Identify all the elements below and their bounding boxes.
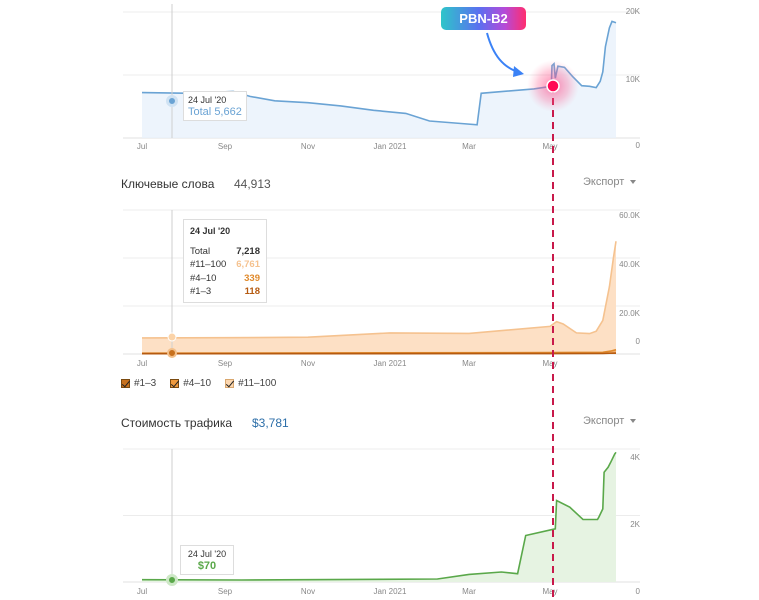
series-area xyxy=(142,241,616,354)
legend-label: #4–10 xyxy=(183,378,212,389)
y-tick-label: 4K xyxy=(630,453,640,462)
hover-marker xyxy=(166,574,178,586)
series-area xyxy=(142,21,616,138)
hover-marker xyxy=(166,95,178,107)
traffic-tooltip-value: 5,662 xyxy=(214,106,242,118)
x-tick-label: Sep xyxy=(218,359,233,368)
series-area xyxy=(142,452,616,582)
traffic-cost-title: Стоимость трафика xyxy=(121,416,233,430)
x-tick-label: Nov xyxy=(301,587,315,596)
y-tick-label: 0 xyxy=(636,337,641,346)
tooltip-row-value: 339 xyxy=(244,272,260,284)
keywords-title: Ключевые слова xyxy=(121,177,215,191)
y-tick-label: 20.0K xyxy=(619,309,641,318)
y-tick-label: 60.0K xyxy=(619,211,641,220)
traffic-tooltip: 24 Jul '20 Total 5,662 xyxy=(183,91,247,121)
tooltip-row-label: #1–3 xyxy=(190,286,212,297)
series-line[interactable] xyxy=(141,241,617,339)
pbn-badge: PBN-B2 xyxy=(441,7,526,30)
traffic-cost-export-button[interactable]: Экспорт xyxy=(583,415,637,427)
x-tick-label: Sep xyxy=(218,587,233,596)
y-tick-label: 0 xyxy=(636,141,641,150)
x-tick-label: Nov xyxy=(301,359,315,368)
keywords-tooltip-row: Total 7,218 xyxy=(190,245,260,259)
traffic-cost-tooltip-date: 24 Jul '20 xyxy=(187,549,227,559)
traffic-tooltip-date: 24 Jul '20 xyxy=(188,95,227,105)
series-line[interactable] xyxy=(141,348,617,355)
checkbox-checked-icon[interactable] xyxy=(170,379,180,388)
tooltip-row-value: 118 xyxy=(244,286,260,297)
chevron-down-icon xyxy=(630,180,637,185)
y-tick-label: 10K xyxy=(626,75,641,84)
y-tick-label: 0 xyxy=(636,587,641,596)
legend-item-11-100[interactable]: #11–100 xyxy=(225,378,276,389)
annotation-dot[interactable] xyxy=(546,79,560,93)
legend-label: #1–3 xyxy=(134,378,157,389)
keywords-export-label: Экспорт xyxy=(583,176,625,188)
legend-item-4-10[interactable]: #4–10 xyxy=(170,378,211,389)
keywords-legend: #1–3 #4–10 #11–100 xyxy=(121,378,276,389)
y-tick-label: 2K xyxy=(630,520,640,529)
x-tick-label: Jul xyxy=(137,587,147,596)
tooltip-row-label: #4–10 xyxy=(190,272,217,284)
x-tick-label: Jul xyxy=(137,142,147,151)
checkbox-checked-icon[interactable] xyxy=(121,379,130,388)
annotation-overlay xyxy=(486,32,579,600)
tooltip-row-value: 6,761 xyxy=(236,259,260,270)
traffic-cost-value: $3,781 xyxy=(252,416,289,430)
chevron-down-icon xyxy=(630,419,637,424)
keywords-export-button[interactable]: Экспорт xyxy=(583,176,637,188)
x-tick-label: Mar xyxy=(462,587,476,596)
tooltip-row-label: #11–100 xyxy=(190,259,227,270)
traffic-cost-tooltip-value: $70 xyxy=(197,560,217,572)
tooltip-row-value: 7,218 xyxy=(236,245,260,257)
traffic-tooltip-label: Total xyxy=(188,106,212,118)
traffic-cost-tooltip: 24 Jul '20 $70 xyxy=(180,545,234,575)
keywords-tooltip: 24 Jul '20 Total 7,218 #11–100 6,761 #4–10… xyxy=(183,219,267,303)
legend-item-1-3[interactable]: #1–3 xyxy=(121,378,156,389)
x-tick-label: Mar xyxy=(462,359,476,368)
x-tick-label: Jan 2021 xyxy=(374,359,407,368)
x-tick-label: Nov xyxy=(301,142,315,151)
keywords-tooltip-row: #1–3 118 xyxy=(190,285,260,299)
x-tick-label: Sep xyxy=(218,142,233,151)
annotation-arrow xyxy=(486,32,522,74)
keywords-tooltip-row: #11–100 6,761 xyxy=(190,258,260,272)
x-tick-label: May xyxy=(542,587,557,596)
x-tick-label: May xyxy=(542,142,557,151)
x-tick-label: Jul xyxy=(137,359,147,368)
x-tick-label: Jan 2021 xyxy=(374,142,407,151)
checkbox-checked-icon[interactable] xyxy=(225,379,235,388)
keywords-count: 44,913 xyxy=(234,177,271,191)
hover-marker xyxy=(167,332,177,342)
keywords-tooltip-row: #4–10 339 xyxy=(190,272,260,286)
series-line[interactable] xyxy=(141,451,617,581)
x-tick-label: Mar xyxy=(462,142,476,151)
y-tick-label: 40.0K xyxy=(619,260,641,269)
annotation-arrowhead-icon xyxy=(513,66,524,77)
x-tick-label: May xyxy=(542,359,557,368)
legend-label: #11–100 xyxy=(238,378,277,389)
traffic-cost-chart[interactable]: 4K 2K 0 Jul Sep Nov Jan 2021 Mar May xyxy=(123,448,641,596)
traffic-tooltip-value-row: Total 5,662 xyxy=(188,106,242,118)
keywords-tooltip-date: 24 Jul '20 xyxy=(190,226,231,236)
tooltip-row-label: Total xyxy=(190,245,211,257)
series-line[interactable] xyxy=(141,352,617,355)
y-tick-label: 20K xyxy=(626,7,641,16)
traffic-cost-export-label: Экспорт xyxy=(583,415,625,427)
hover-marker xyxy=(167,348,177,358)
x-tick-label: Jan 2021 xyxy=(374,587,407,596)
